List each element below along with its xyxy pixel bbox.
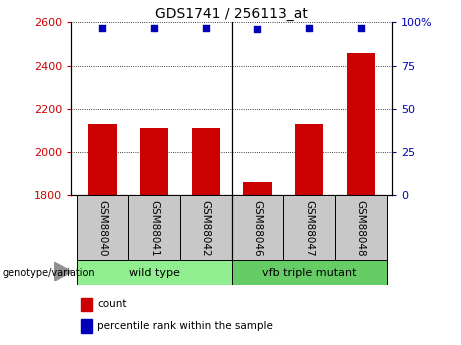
Bar [140, 128, 168, 195]
Text: GSM88042: GSM88042 [201, 200, 211, 257]
Text: GSM88048: GSM88048 [356, 200, 366, 257]
Point [99, 25, 106, 30]
Bar [77, 195, 128, 260]
Text: count: count [97, 299, 127, 309]
Text: GSM88047: GSM88047 [304, 200, 314, 257]
Bar [81, 319, 92, 333]
Text: genotype/variation: genotype/variation [2, 268, 95, 278]
Point [150, 25, 158, 30]
Bar [243, 182, 272, 195]
Text: GSM88046: GSM88046 [253, 200, 262, 257]
Bar [77, 260, 231, 285]
Text: percentile rank within the sample: percentile rank within the sample [97, 321, 273, 331]
Text: wild type: wild type [129, 268, 180, 277]
Polygon shape [54, 262, 72, 281]
Bar [284, 195, 335, 260]
Bar [180, 195, 231, 260]
Bar [192, 128, 220, 195]
Point [306, 25, 313, 30]
Text: vfb triple mutant: vfb triple mutant [262, 268, 356, 277]
Bar [88, 124, 117, 195]
Bar [81, 298, 92, 311]
Bar [295, 124, 323, 195]
Title: GDS1741 / 256113_at: GDS1741 / 256113_at [155, 7, 308, 21]
Bar [231, 195, 284, 260]
Point [254, 27, 261, 32]
Point [357, 25, 365, 30]
Bar [128, 195, 180, 260]
Point [202, 25, 209, 30]
Bar [347, 52, 375, 195]
Text: GSM88040: GSM88040 [97, 200, 107, 257]
Bar [231, 260, 387, 285]
Bar [335, 195, 387, 260]
Text: GSM88041: GSM88041 [149, 200, 159, 257]
